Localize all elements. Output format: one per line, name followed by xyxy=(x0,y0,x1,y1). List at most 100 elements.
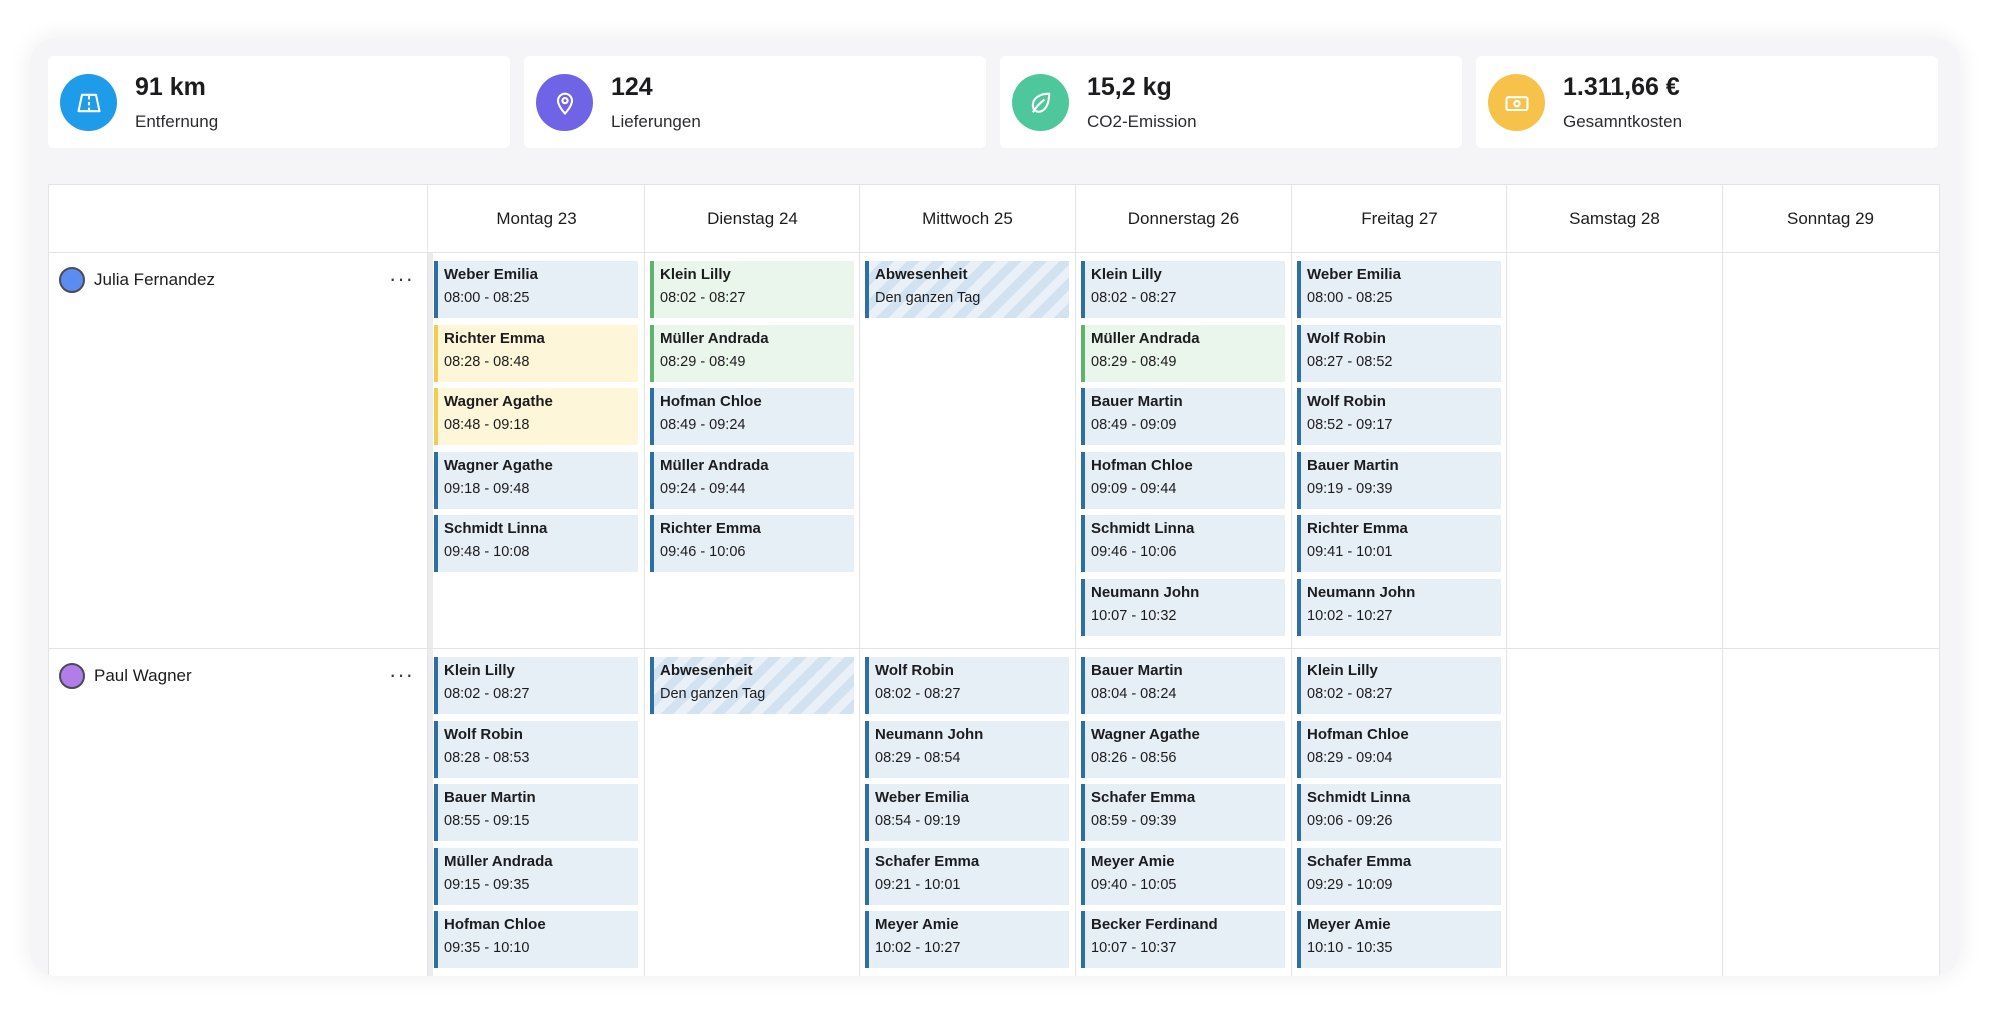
card-customer-name: Schafer Emma xyxy=(1091,789,1196,806)
card-customer-name: Hofman Chloe xyxy=(1307,726,1409,743)
delivery-card[interactable]: Klein Lilly 08:02 - 08:27 xyxy=(434,657,638,714)
delivery-card[interactable]: Müller Andrada 08:29 - 08:49 xyxy=(650,325,854,382)
card-customer-name: Schmidt Linna xyxy=(444,520,548,537)
card-time-range: 08:02 - 08:27 xyxy=(875,686,961,702)
delivery-card[interactable]: Richter Emma 08:28 - 08:48 xyxy=(434,325,638,382)
avatar xyxy=(59,267,85,293)
delivery-card[interactable]: Neumann John 10:07 - 10:32 xyxy=(1081,579,1285,636)
card-customer-name: Weber Emilia xyxy=(444,266,538,283)
card-customer-name: Bauer Martin xyxy=(1091,393,1183,410)
delivery-card[interactable]: Bauer Martin 08:04 - 08:24 xyxy=(1081,657,1285,714)
card-customer-name: Wolf Robin xyxy=(1307,393,1386,410)
card-customer-name: Wolf Robin xyxy=(875,662,954,679)
delivery-card[interactable]: Schafer Emma 08:59 - 09:39 xyxy=(1081,784,1285,841)
card-time-range: 08:02 - 08:27 xyxy=(1091,290,1177,306)
card-customer-name: Müller Andrada xyxy=(660,457,769,474)
delivery-card[interactable]: Bauer Martin 08:55 - 09:15 xyxy=(434,784,638,841)
card-customer-name: Müller Andrada xyxy=(660,330,769,347)
day-header: Donnerstag 26 xyxy=(1127,209,1240,228)
delivery-card[interactable]: Wolf Robin 08:52 - 09:17 xyxy=(1297,388,1501,445)
card-time-range: 10:02 - 10:27 xyxy=(875,940,961,956)
delivery-card[interactable]: Müller Andrada 08:29 - 08:49 xyxy=(1081,325,1285,382)
delivery-card[interactable]: Schafer Emma 09:29 - 10:09 xyxy=(1297,848,1501,905)
delivery-card[interactable]: Meyer Amie 10:02 - 10:27 xyxy=(865,911,1069,968)
grid-divider xyxy=(428,253,433,976)
delivery-card[interactable]: Bauer Martin 08:49 - 09:09 xyxy=(1081,388,1285,445)
delivery-card[interactable]: Hofman Chloe 08:29 - 09:04 xyxy=(1297,721,1501,778)
card-time-range: 08:59 - 09:39 xyxy=(1091,813,1177,829)
grid-divider xyxy=(1506,185,1507,976)
card-customer-name: Meyer Amie xyxy=(1307,916,1391,933)
delivery-card[interactable]: Weber Emilia 08:54 - 09:19 xyxy=(865,784,1069,841)
delivery-card[interactable]: Klein Lilly 08:02 - 08:27 xyxy=(1297,657,1501,714)
delivery-card[interactable]: Hofman Chloe 09:35 - 10:10 xyxy=(434,911,638,968)
absence-card[interactable]: Abwesenheit Den ganzen Tag xyxy=(650,657,854,714)
delivery-card[interactable]: Neumann John 08:29 - 08:54 xyxy=(865,721,1069,778)
delivery-card[interactable]: Müller Andrada 09:24 - 09:44 xyxy=(650,452,854,509)
card-time-range: 08:04 - 08:24 xyxy=(1091,686,1177,702)
delivery-card[interactable]: Wolf Robin 08:28 - 08:53 xyxy=(434,721,638,778)
card-customer-name: Schmidt Linna xyxy=(1091,520,1195,537)
card-customer-name: Müller Andrada xyxy=(1091,330,1200,347)
card-time-range: 08:29 - 08:49 xyxy=(660,354,746,370)
delivery-card[interactable]: Weber Emilia 08:00 - 08:25 xyxy=(434,261,638,318)
delivery-card[interactable]: Weber Emilia 08:00 - 08:25 xyxy=(1297,261,1501,318)
card-customer-name: Hofman Chloe xyxy=(660,393,762,410)
delivery-card[interactable]: Meyer Amie 10:10 - 10:35 xyxy=(1297,911,1501,968)
delivery-card[interactable]: Richter Emma 09:46 - 10:06 xyxy=(650,515,854,572)
delivery-card[interactable]: Wagner Agathe 08:26 - 08:56 xyxy=(1081,721,1285,778)
grid-divider xyxy=(49,648,1939,649)
delivery-card[interactable]: Klein Lilly 08:02 - 08:27 xyxy=(650,261,854,318)
grid-divider xyxy=(1291,185,1292,976)
delivery-card[interactable]: Schmidt Linna 09:06 - 09:26 xyxy=(1297,784,1501,841)
card-time-range: 08:49 - 09:24 xyxy=(660,417,746,433)
driver-row-header[interactable]: Julia Fernandez xyxy=(59,265,215,295)
delivery-card[interactable]: Bauer Martin 09:19 - 09:39 xyxy=(1297,452,1501,509)
delivery-card[interactable]: Klein Lilly 08:02 - 08:27 xyxy=(1081,261,1285,318)
card-time-range: 08:27 - 08:52 xyxy=(1307,354,1393,370)
card-time-range: 08:02 - 08:27 xyxy=(660,290,746,306)
delivery-card[interactable]: Richter Emma 09:41 - 10:01 xyxy=(1297,515,1501,572)
delivery-card[interactable]: Müller Andrada 09:15 - 09:35 xyxy=(434,848,638,905)
card-customer-name: Klein Lilly xyxy=(444,662,515,679)
card-customer-name: Wagner Agathe xyxy=(444,457,553,474)
card-time-range: 08:48 - 09:18 xyxy=(444,417,530,433)
delivery-card[interactable]: Becker Ferdinand 10:07 - 10:37 xyxy=(1081,911,1285,968)
delivery-card[interactable]: Schafer Emma 09:21 - 10:01 xyxy=(865,848,1069,905)
card-time-range: 09:41 - 10:01 xyxy=(1307,544,1393,560)
grid-divider xyxy=(859,185,860,976)
delivery-card[interactable]: Wolf Robin 08:27 - 08:52 xyxy=(1297,325,1501,382)
card-time-range: 09:24 - 09:44 xyxy=(660,481,746,497)
card-time-range: 08:00 - 08:25 xyxy=(444,290,530,306)
stat-label: Gesamntkosten xyxy=(1563,112,1683,131)
stat-card-lieferungen: 124 Lieferungen xyxy=(524,56,986,148)
delivery-card[interactable]: Schmidt Linna 09:46 - 10:06 xyxy=(1081,515,1285,572)
delivery-card[interactable]: Meyer Amie 09:40 - 10:05 xyxy=(1081,848,1285,905)
day-header: Dienstag 24 xyxy=(707,209,798,228)
delivery-card[interactable]: Wagner Agathe 08:48 - 09:18 xyxy=(434,388,638,445)
card-time-range: 09:29 - 10:09 xyxy=(1307,877,1393,893)
more-options-icon[interactable]: ··· xyxy=(389,266,414,291)
absence-card[interactable]: Abwesenheit Den ganzen Tag xyxy=(865,261,1069,318)
stat-value: 91 km xyxy=(135,73,206,101)
card-time-range: 09:18 - 09:48 xyxy=(444,481,530,497)
card-customer-name: Meyer Amie xyxy=(875,916,959,933)
delivery-card[interactable]: Wolf Robin 08:02 - 08:27 xyxy=(865,657,1069,714)
card-customer-name: Hofman Chloe xyxy=(444,916,546,933)
delivery-card[interactable]: Wagner Agathe 09:18 - 09:48 xyxy=(434,452,638,509)
card-customer-name: Becker Ferdinand xyxy=(1091,916,1218,933)
driver-row-header[interactable]: Paul Wagner xyxy=(59,661,192,691)
stat-value: 15,2 kg xyxy=(1087,73,1172,101)
delivery-card[interactable]: Schmidt Linna 09:48 - 10:08 xyxy=(434,515,638,572)
more-options-icon[interactable]: ··· xyxy=(389,662,414,687)
delivery-card[interactable]: Hofman Chloe 09:09 - 09:44 xyxy=(1081,452,1285,509)
stat-label: CO2-Emission xyxy=(1087,112,1197,131)
card-time-range: 09:06 - 09:26 xyxy=(1307,813,1393,829)
card-customer-name: Neumann John xyxy=(1091,584,1200,601)
card-customer-name: Richter Emma xyxy=(1307,520,1408,537)
card-time-range: 10:07 - 10:32 xyxy=(1091,608,1177,624)
delivery-card[interactable]: Hofman Chloe 08:49 - 09:24 xyxy=(650,388,854,445)
day-header: Samstag 28 xyxy=(1569,209,1660,228)
card-customer-name: Richter Emma xyxy=(660,520,761,537)
delivery-card[interactable]: Neumann John 10:02 - 10:27 xyxy=(1297,579,1501,636)
